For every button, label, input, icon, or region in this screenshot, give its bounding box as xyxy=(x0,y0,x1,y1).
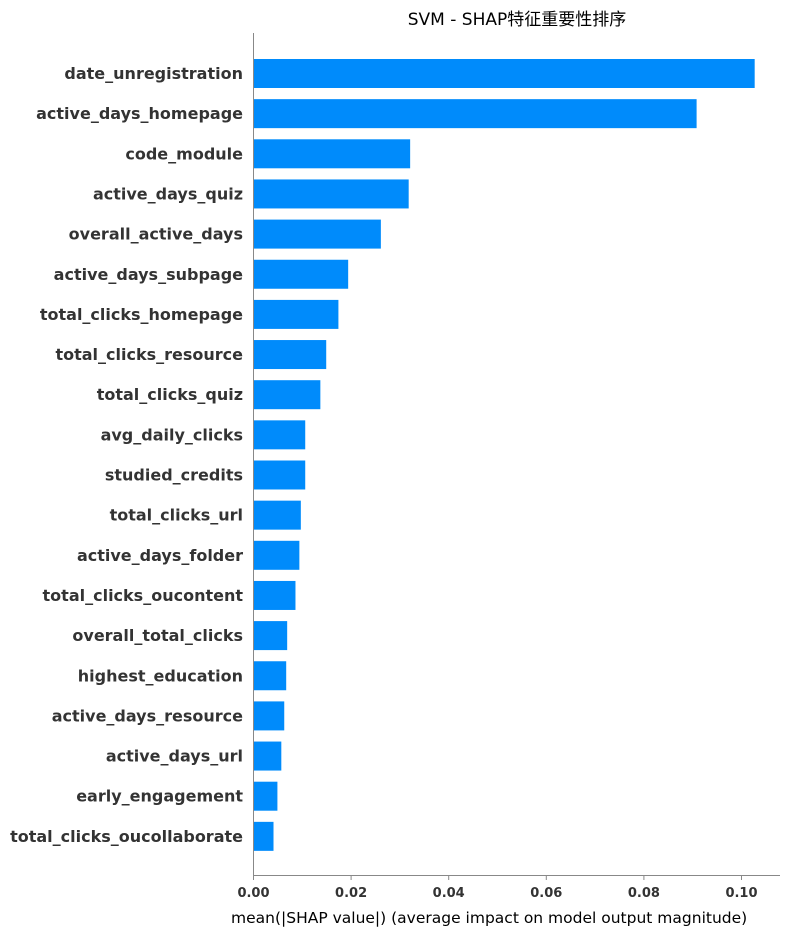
x-tick-label: 0.08 xyxy=(628,886,660,901)
feature-label: highest_education xyxy=(78,666,243,685)
feature-label: date_unregistration xyxy=(64,64,243,83)
feature-label: overall_total_clicks xyxy=(72,626,243,645)
feature-label: early_engagement xyxy=(76,787,243,806)
feature-label: active_days_quiz xyxy=(93,184,243,203)
bar-total-clicks-homepage xyxy=(254,299,339,329)
bar-early-engagement xyxy=(254,781,278,811)
feature-label: total_clicks_quiz xyxy=(97,385,243,404)
feature-label: total_clicks_resource xyxy=(55,345,243,364)
feature-label: active_days_subpage xyxy=(54,265,243,284)
bar-total-clicks-url xyxy=(254,500,301,530)
x-axis-label: mean(|SHAP value|) (average impact on mo… xyxy=(231,909,747,927)
x-ticks-group: 0.00 0.02 0.04 0.06 0.08 0.10 xyxy=(237,875,758,901)
bar-total-clicks-oucollaborate xyxy=(254,821,274,851)
feature-label: avg_daily_clicks xyxy=(101,425,243,444)
feature-label: total_clicks_oucollaborate xyxy=(10,827,243,846)
feature-labels-group: date_unregistration active_days_homepagec… xyxy=(10,64,243,846)
feature-label: code_module xyxy=(125,144,243,163)
feature-label: total_clicks_oucontent xyxy=(43,586,244,605)
bar-active-days-folder xyxy=(254,540,300,570)
bar-studied-credits xyxy=(254,460,306,490)
feature-label: active_days_folder xyxy=(77,546,243,565)
feature-label: total_clicks_url xyxy=(110,506,243,525)
feature-label: studied_credits xyxy=(105,466,243,485)
x-tick-label: 0.02 xyxy=(335,886,367,901)
feature-label: total_clicks_homepage xyxy=(40,305,243,324)
bar-overall-active-days xyxy=(254,219,381,249)
bars-group xyxy=(254,59,755,851)
x-tick-label: 0.10 xyxy=(725,886,757,901)
bar-date-unregistration xyxy=(254,59,755,88)
bar-active-days-homepage xyxy=(254,99,697,129)
bar-active-days-quiz xyxy=(254,179,409,209)
x-tick-label: 0.04 xyxy=(433,886,465,901)
bar-active-days-url xyxy=(254,741,282,771)
bar-avg-daily-clicks xyxy=(254,420,306,450)
bar-code-module xyxy=(254,139,411,169)
x-tick-label: 0.00 xyxy=(237,886,269,901)
feature-label: active_days_homepage xyxy=(36,104,243,123)
feature-label: active_days_resource xyxy=(52,706,243,725)
bar-total-clicks-quiz xyxy=(254,380,321,410)
bar-total-clicks-resource xyxy=(254,340,327,370)
feature-label: overall_active_days xyxy=(69,225,243,244)
chart-title: SVM - SHAP特征重要性排序 xyxy=(408,10,627,30)
bar-active-days-subpage xyxy=(254,259,349,289)
bar-total-clicks-oucontent xyxy=(254,580,296,610)
x-tick-label: 0.06 xyxy=(530,886,562,901)
feature-label: active_days_url xyxy=(106,747,243,766)
bar-active-days-resource xyxy=(254,701,285,731)
bar-highest-education xyxy=(254,661,287,691)
bar-overall-total-clicks xyxy=(254,621,288,651)
